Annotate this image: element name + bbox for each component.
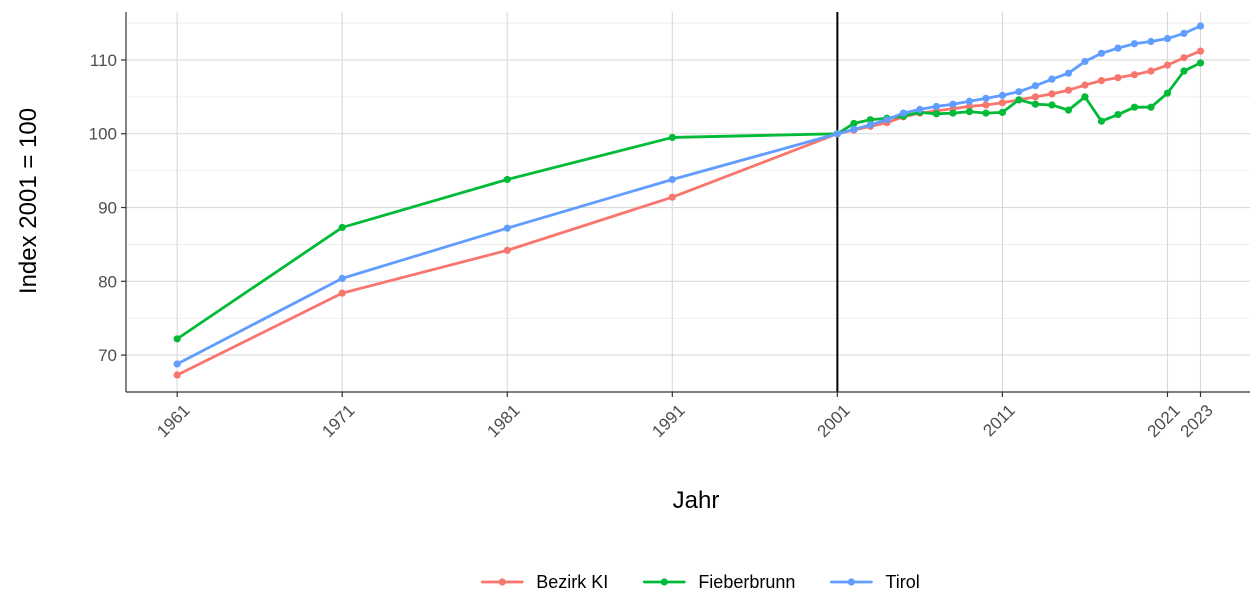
- y-tick-label: 100: [89, 125, 117, 144]
- data-point-bezirk-ki: [338, 289, 346, 297]
- data-point-bezirk-ki: [1097, 77, 1106, 85]
- data-point-bezirk-ki: [1048, 90, 1056, 98]
- data-point-tirol: [1097, 49, 1106, 57]
- data-point-tirol: [1031, 82, 1040, 90]
- y-tick-labels: 70 80 90 100 110: [89, 51, 126, 365]
- data-point-tirol: [965, 97, 974, 105]
- data-point-fieberbrunn: [1130, 103, 1139, 111]
- data-point-fieberbrunn: [932, 110, 941, 118]
- data-point-tirol: [916, 105, 924, 113]
- data-point-tirol: [949, 100, 957, 108]
- legend-label: Tirol: [885, 572, 919, 592]
- data-point-tirol: [883, 116, 891, 124]
- legend-key-point: [498, 578, 506, 586]
- data-point-bezirk-ki: [668, 193, 676, 201]
- axes-group: [125, 12, 1250, 393]
- data-point-fieberbrunn: [1015, 96, 1023, 104]
- data-point-fieberbrunn: [1163, 89, 1172, 97]
- data-point-fieberbrunn: [1147, 103, 1155, 111]
- data-point-fieberbrunn: [982, 109, 990, 117]
- data-point-tirol: [998, 91, 1007, 99]
- data-point-bezirk-ki: [1114, 74, 1122, 82]
- data-point-tirol: [1130, 40, 1139, 48]
- data-point-tirol: [1015, 88, 1023, 96]
- data-point-tirol: [503, 224, 511, 232]
- data-point-tirol: [338, 274, 346, 282]
- y-tick-label: 80: [98, 272, 117, 291]
- data-point-tirol: [899, 109, 907, 117]
- data-point-bezirk-ki: [982, 101, 990, 109]
- data-point-fieberbrunn: [173, 335, 181, 343]
- data-point-fieberbrunn: [1048, 101, 1056, 109]
- x-axis-title: Jahr: [673, 487, 720, 514]
- data-point-tirol: [932, 102, 941, 111]
- data-point-fieberbrunn: [1196, 59, 1205, 67]
- data-point-fieberbrunn: [1064, 106, 1073, 114]
- data-point-fieberbrunn: [1097, 117, 1106, 125]
- data-point-tirol: [850, 125, 858, 133]
- data-point-bezirk-ki: [173, 371, 181, 379]
- data-point-bezirk-ki: [503, 246, 511, 254]
- data-point-fieberbrunn: [1180, 67, 1188, 75]
- data-point-fieberbrunn: [1081, 93, 1089, 101]
- data-point-bezirk-ki: [1064, 86, 1073, 94]
- data-point-bezirk-ki: [1180, 54, 1188, 62]
- data-point-bezirk-ki: [965, 102, 974, 111]
- grid-lines: [126, 12, 1250, 393]
- legend-label: Fieberbrunn: [698, 572, 795, 592]
- y-tick-label: 110: [90, 51, 117, 70]
- legend-label: Bezirk KI: [536, 572, 608, 592]
- data-point-tirol: [1196, 22, 1205, 30]
- data-point-tirol: [1048, 75, 1056, 83]
- data-point-tirol: [1081, 57, 1089, 66]
- data-point-tirol: [173, 360, 181, 368]
- legend-key-point: [660, 578, 668, 586]
- data-point-tirol: [1163, 34, 1172, 43]
- data-point-tirol: [1180, 29, 1188, 37]
- legend-key-point: [847, 578, 855, 586]
- data-point-tirol: [1064, 69, 1073, 77]
- data-point-bezirk-ki: [1147, 67, 1155, 75]
- y-tick-label: 90: [98, 199, 117, 218]
- data-point-fieberbrunn: [949, 109, 957, 117]
- data-point-tirol: [866, 121, 874, 129]
- data-point-bezirk-ki: [1031, 93, 1040, 101]
- data-point-fieberbrunn: [866, 116, 874, 124]
- data-point-fieberbrunn: [1114, 110, 1122, 119]
- series-layer: [173, 22, 1205, 379]
- data-point-bezirk-ki: [1081, 81, 1089, 89]
- data-point-fieberbrunn: [965, 108, 974, 116]
- data-point-bezirk-ki: [1130, 71, 1139, 79]
- data-point-fieberbrunn: [503, 175, 511, 184]
- legend-item-bezirk-ki: Bezirk KI: [480, 572, 608, 592]
- data-point-tirol: [982, 94, 990, 102]
- data-point-fieberbrunn: [668, 133, 676, 142]
- series-tirol: [173, 22, 1205, 368]
- data-point-tirol: [1147, 37, 1155, 46]
- y-axis-title: Index 2001 = 100: [15, 108, 42, 294]
- legend-item-tirol: Tirol: [829, 572, 920, 592]
- data-point-fieberbrunn: [1031, 100, 1040, 108]
- data-point-fieberbrunn: [998, 108, 1007, 116]
- data-point-fieberbrunn: [338, 223, 346, 232]
- y-tick-label: 70: [98, 346, 117, 365]
- data-point-bezirk-ki: [1196, 47, 1205, 55]
- data-point-tirol: [833, 130, 841, 138]
- data-point-fieberbrunn: [850, 119, 858, 128]
- legend-item-fieberbrunn: Fieberbrunn: [642, 572, 795, 592]
- data-point-tirol: [1114, 44, 1122, 52]
- legend: Bezirk KI Fieberbrunn Tirol: [480, 572, 920, 592]
- data-point-bezirk-ki: [998, 99, 1007, 107]
- data-point-bezirk-ki: [1163, 61, 1172, 69]
- data-point-tirol: [668, 175, 676, 184]
